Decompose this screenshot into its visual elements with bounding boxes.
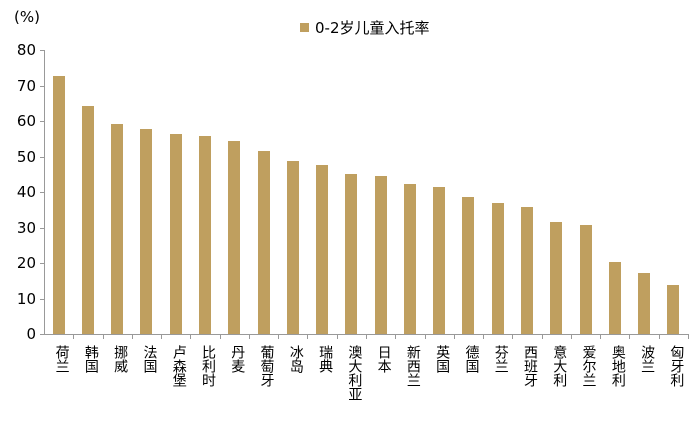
bar	[316, 165, 329, 334]
y-tick-label: 70	[16, 76, 36, 95]
x-tick-mark	[132, 334, 133, 339]
x-category-label: 比利时	[200, 345, 216, 387]
x-category-label: 葡萄牙	[258, 345, 275, 387]
y-tick-label: 10	[16, 289, 36, 308]
x-tick-mark	[337, 334, 338, 339]
x-tick-mark	[220, 334, 221, 339]
y-tick-label: 20	[16, 254, 36, 272]
legend-label: 0-2岁儿童入托率	[315, 19, 430, 37]
x-category-label: 丹麦	[229, 345, 246, 373]
x-tick-mark	[307, 334, 308, 339]
legend: 0-2岁儿童入托率	[300, 17, 430, 38]
bar	[550, 222, 563, 334]
y-tick-label: 60	[16, 112, 36, 130]
bar	[140, 129, 153, 334]
y-tick-mark	[40, 86, 45, 87]
bar	[608, 261, 621, 334]
x-tick-mark	[366, 334, 367, 339]
x-category-label: 匈牙利	[668, 345, 685, 387]
y-tick-mark	[40, 121, 45, 122]
x-category-label: 芬兰	[492, 345, 509, 373]
y-tick-label: 40	[16, 183, 36, 201]
y-tick-mark	[40, 299, 45, 300]
bar	[286, 161, 299, 334]
bar	[169, 134, 182, 334]
x-category-label: 韩国	[82, 345, 99, 373]
x-tick-mark	[688, 334, 689, 339]
x-category-label: 日本	[375, 345, 392, 373]
x-category-label: 德国	[463, 345, 480, 373]
bar	[433, 187, 446, 334]
y-tick-mark	[40, 263, 45, 264]
y-tick-mark	[40, 157, 45, 158]
bar	[52, 75, 65, 334]
bar	[638, 272, 651, 334]
x-tick-mark	[512, 334, 513, 339]
bar	[667, 285, 680, 334]
x-category-label: 意大利	[551, 345, 568, 387]
bar	[462, 196, 475, 334]
x-category-label: 波兰	[639, 345, 656, 373]
bar	[81, 106, 94, 334]
x-category-label: 冰岛	[287, 345, 304, 373]
x-tick-mark	[395, 334, 396, 339]
y-tick-mark	[40, 50, 45, 51]
bar	[491, 203, 504, 334]
x-category-label: 新西兰	[404, 345, 421, 387]
y-tick-mark	[40, 228, 45, 229]
x-tick-mark	[249, 334, 250, 339]
x-tick-mark	[454, 334, 455, 339]
x-category-label: 英国	[434, 345, 451, 373]
legend-swatch	[300, 23, 309, 32]
bar	[257, 151, 270, 334]
y-tick-label: 30	[16, 218, 36, 237]
y-tick-label: 50	[16, 147, 36, 166]
bar	[345, 173, 358, 334]
bar	[579, 225, 592, 334]
bar	[111, 123, 124, 334]
y-tick-label: 80	[16, 41, 36, 59]
x-tick-mark	[629, 334, 630, 339]
x-category-label: 荷兰	[53, 345, 70, 373]
x-category-label: 西班牙	[522, 345, 538, 387]
x-category-label: 爱尔兰	[580, 345, 597, 387]
x-tick-mark	[278, 334, 279, 339]
bar	[228, 140, 241, 334]
x-tick-mark	[425, 334, 426, 339]
y-tick-label: 0	[26, 325, 36, 343]
x-category-label: 卢森堡	[170, 345, 187, 387]
x-category-label: 澳大利亚	[346, 345, 363, 401]
x-axis-line	[40, 334, 688, 335]
x-category-label: 法国	[141, 345, 158, 373]
x-category-label: 奥地利	[609, 345, 626, 387]
x-tick-mark	[659, 334, 660, 339]
x-tick-mark	[483, 334, 484, 339]
bar	[403, 183, 416, 334]
x-tick-mark	[190, 334, 191, 339]
x-tick-mark	[73, 334, 74, 339]
y-tick-mark	[40, 334, 45, 335]
x-tick-mark	[161, 334, 162, 339]
y-tick-mark	[40, 192, 45, 193]
bar	[199, 135, 211, 334]
x-category-label: 瑞典	[317, 345, 334, 373]
y-axis-unit-label: (%)	[14, 8, 40, 26]
bar	[374, 176, 387, 334]
x-tick-mark	[600, 334, 601, 339]
x-tick-mark	[571, 334, 572, 339]
x-tick-mark	[542, 334, 543, 339]
bar	[521, 206, 533, 334]
x-category-label: 挪威	[112, 345, 129, 373]
x-tick-mark	[103, 334, 104, 339]
